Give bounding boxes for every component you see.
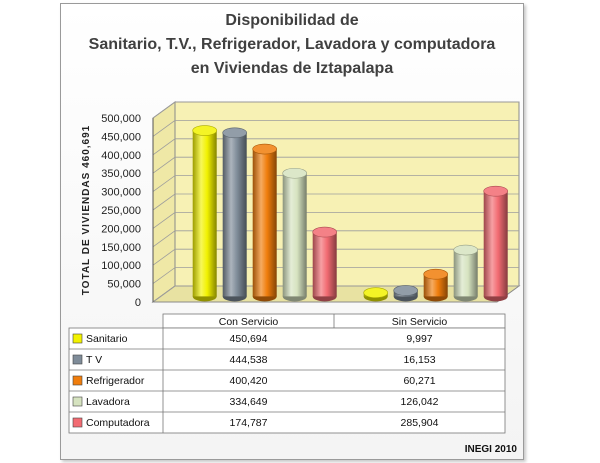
y-tick-label: 400,000 (101, 150, 141, 162)
data-label: 126,042 (401, 396, 439, 408)
table-header-sin: Sin Servicio (392, 316, 448, 328)
bar-top (363, 287, 389, 299)
bar-sanitario-sin (363, 287, 389, 302)
data-label: 334,649 (230, 396, 268, 408)
data-label: 285,904 (401, 417, 439, 429)
bar-body (312, 232, 337, 297)
chart-title-line-3: en Viviendas de Iztapalapa (190, 60, 394, 77)
bar-top (483, 185, 509, 197)
gridline (152, 156, 519, 174)
y-tick-label: 200,000 (101, 223, 141, 235)
data-label: 60,271 (403, 375, 435, 387)
y-tick-label: 250,000 (101, 205, 141, 217)
y-tick-label: 150,000 (101, 242, 141, 254)
data-label: 174,787 (230, 417, 268, 429)
chart-title-line-2: Sanitario, T.V., Refrigerador, Lavadora … (88, 36, 496, 53)
bar-body (192, 130, 217, 297)
bar-refrigerador-sin (423, 268, 449, 302)
y-tick-label: 450,000 (101, 131, 141, 143)
bar-top (423, 268, 449, 280)
table-header-con: Con Servicio (219, 316, 279, 328)
y-axis-label: TOTAL DE VIVIENDAS 460,691 (81, 125, 92, 296)
y-tick-label: 300,000 (101, 187, 141, 199)
bar-lavadora-con (282, 167, 308, 302)
table-body-box (68, 327, 506, 434)
gridline (152, 175, 519, 192)
chart-title-line-1: Disponibilidad de (225, 12, 359, 29)
y-tick-label: 0 (135, 297, 141, 309)
data-label: 16,153 (403, 354, 435, 366)
y-tick-label: 350,000 (101, 168, 141, 180)
legend-entry: Sanitario (86, 333, 128, 345)
bar-lavadora-sin (453, 244, 479, 302)
y-tick-label: 100,000 (101, 260, 141, 272)
data-label: 444,538 (230, 354, 268, 366)
gridline (152, 101, 519, 119)
legend-swatch (72, 396, 83, 407)
gridline (152, 211, 519, 229)
bar-top (252, 143, 278, 155)
bar-body (483, 191, 508, 297)
bar-body (282, 173, 307, 297)
gridline (152, 230, 519, 248)
data-label: 9,997 (406, 333, 432, 345)
gridline (152, 267, 519, 284)
gridline (152, 193, 519, 211)
y-tick-label: 500,000 (101, 113, 141, 125)
legend-swatch (72, 417, 83, 428)
data-label: 450,694 (230, 333, 268, 345)
y-tick-label: 50,000 (107, 279, 141, 291)
data-label: 400,420 (230, 375, 268, 387)
legend-entry: Lavadora (86, 396, 130, 408)
bar-top (222, 127, 247, 139)
legend-swatch (72, 375, 83, 386)
legend-swatch (72, 333, 83, 344)
bar-t-v-sin (393, 285, 419, 302)
bar-body (252, 149, 277, 297)
bar-computadora-sin (483, 185, 509, 302)
legend-entry: Computadora (86, 417, 150, 429)
bar-top (312, 226, 338, 238)
bar-top (192, 125, 217, 136)
bar-top (282, 167, 308, 179)
legend-entry: Refrigerador (86, 375, 145, 387)
bar-computadora-con (312, 226, 338, 302)
gridline (152, 248, 519, 266)
legend-swatch (72, 354, 83, 365)
bar-top (393, 285, 419, 296)
bar-body (222, 132, 247, 297)
legend-entry: T V (86, 354, 102, 366)
source-credit: INEGI 2010 (464, 444, 517, 455)
bar-t-v-con (222, 127, 247, 302)
bar-top (453, 244, 479, 256)
bar-refrigerador-con (252, 143, 278, 302)
gridline (152, 120, 519, 137)
bar-body (423, 274, 448, 297)
gridline (152, 138, 519, 156)
bar-body (453, 250, 478, 297)
bar-sanitario-con (192, 125, 217, 302)
